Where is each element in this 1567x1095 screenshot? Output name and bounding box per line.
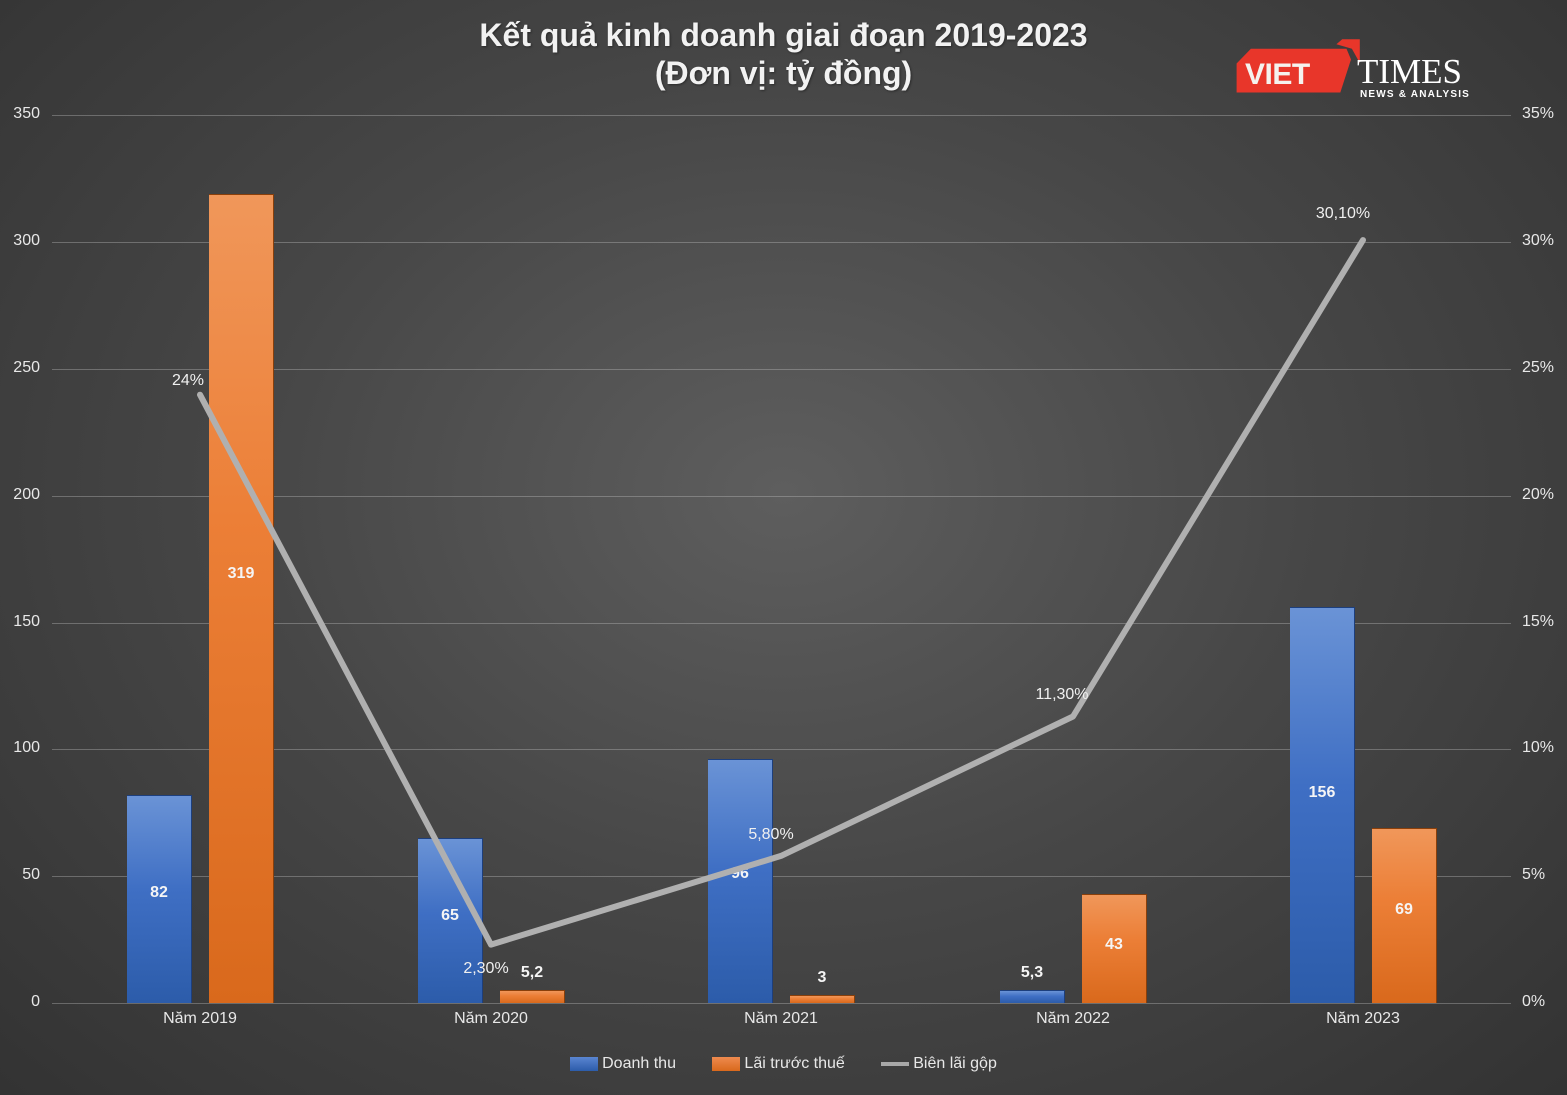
svg-text:NEWS & ANALYSIS: NEWS & ANALYSIS bbox=[1360, 89, 1470, 100]
svg-text:VIET: VIET bbox=[1245, 58, 1310, 91]
svg-text:TIMES: TIMES bbox=[1357, 52, 1462, 91]
